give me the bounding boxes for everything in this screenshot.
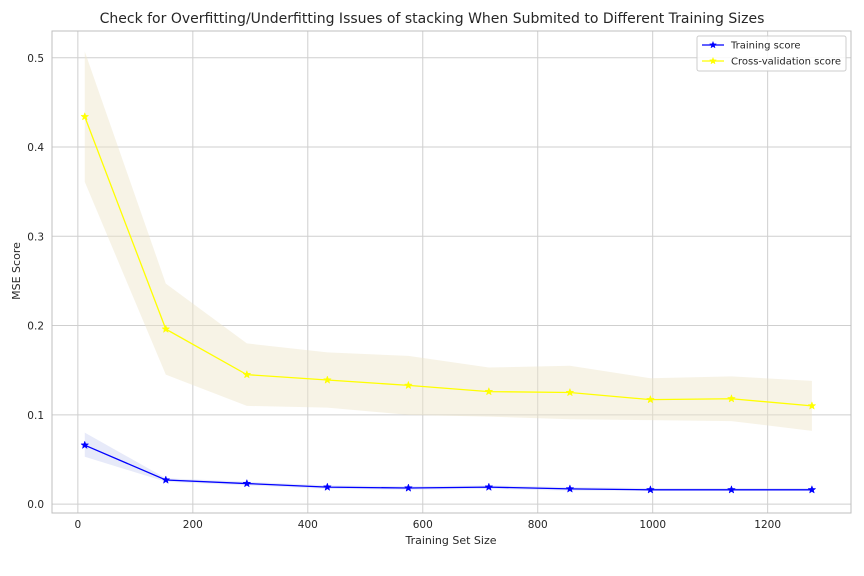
- y-tick-label: 0.4: [27, 142, 44, 154]
- y-tick-label: 0.0: [27, 499, 44, 511]
- legend-marker-training: [708, 40, 718, 49]
- y-tick-label: 0.3: [27, 231, 44, 243]
- plot-area: 0 200 400 600 800 1000 1200 0.0 0.1 0.2 0.3 0.4 0.5: [27, 30, 852, 531]
- x-tick-label: 400: [298, 519, 318, 531]
- band-cross-validation: [84, 51, 812, 431]
- x-axis-label: Training Set Size: [404, 534, 496, 547]
- point-cross-validation: [484, 386, 494, 396]
- band-training: [84, 432, 812, 491]
- point-cross-validation: [403, 380, 413, 390]
- x-tick-label: 200: [183, 519, 203, 531]
- legend-label-training: Training score: [730, 41, 801, 52]
- x-tick-label: 1200: [754, 519, 781, 531]
- point-training: [161, 475, 171, 484]
- axes-frame: [51, 30, 852, 514]
- x-tick-label: 0: [75, 519, 82, 531]
- point-training: [565, 484, 575, 493]
- line-training: [84, 444, 812, 491]
- y-tick-label: 0.1: [27, 410, 44, 422]
- point-cross-validation: [726, 394, 736, 403]
- point-cross-validation: [242, 369, 252, 379]
- y-tick-label: 0.5: [27, 53, 44, 65]
- legend-box: [696, 35, 847, 72]
- line-cross-validation: [84, 116, 812, 407]
- point-cross-validation: [565, 387, 575, 397]
- point-cross-validation: [322, 375, 332, 384]
- legend-label-cross-validation: Cross-validation score: [731, 57, 841, 68]
- x-tick-label: 800: [528, 519, 548, 531]
- point-training: [403, 483, 413, 492]
- point-cross-validation: [161, 324, 171, 333]
- point-training: [322, 482, 332, 491]
- point-cross-validation: [645, 394, 655, 404]
- x-tick-label: 1000: [639, 519, 666, 531]
- legend: Training score Cross-validation score: [696, 35, 847, 72]
- point-training: [726, 485, 736, 494]
- point-training: [242, 478, 252, 488]
- chart-title: Check for Overfitting/Underfitting Issue…: [100, 11, 765, 27]
- point-training: [80, 440, 90, 449]
- point-training: [645, 485, 655, 494]
- y-tick-label: 0.2: [27, 321, 44, 333]
- point-cross-validation: [80, 111, 90, 121]
- point-cross-validation: [807, 401, 817, 410]
- x-tick-label: 600: [413, 519, 433, 531]
- point-training: [484, 482, 494, 491]
- y-axis-label: MSE Score: [10, 242, 23, 300]
- legend-marker-cross-validation: [708, 56, 718, 65]
- point-training: [807, 485, 817, 494]
